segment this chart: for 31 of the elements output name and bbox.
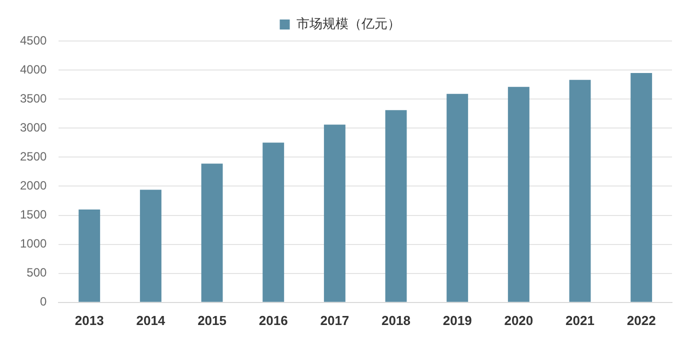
bar [262,142,284,302]
bar [446,94,468,302]
x-tick-label: 2014 [136,312,166,328]
y-tick-label: 3000 [20,120,48,134]
y-tick-label: 0 [40,294,48,309]
y-tick-label: 4000 [20,62,48,76]
bar [78,209,100,302]
bar [324,124,346,302]
y-tick-label: 500 [26,266,48,280]
y-tick-label: 2000 [20,178,48,193]
x-tick-label: 2021 [566,312,594,328]
y-tick-label: 3500 [20,91,48,106]
y-tick-label: 1500 [20,208,48,222]
legend-label: 市场规模（亿元） [296,16,400,32]
x-tick-label: 2015 [198,312,226,328]
x-tick-label: 2018 [382,312,410,328]
x-tick-label: 2016 [258,312,288,328]
x-tick-label: 2022 [626,312,656,328]
bar [201,164,223,302]
bar [385,110,407,302]
bar [140,190,162,302]
y-tick-label: 1000 [20,236,48,251]
bar [508,86,530,302]
x-tick-label: 2013 [74,312,104,328]
y-tick-label: 4500 [20,33,48,48]
bar [569,80,591,302]
bar [630,72,652,302]
x-tick-label: 2017 [320,312,350,328]
x-tick-label: 2019 [442,312,472,328]
y-tick-label: 2500 [20,149,48,164]
x-tick-label: 2020 [504,312,534,328]
